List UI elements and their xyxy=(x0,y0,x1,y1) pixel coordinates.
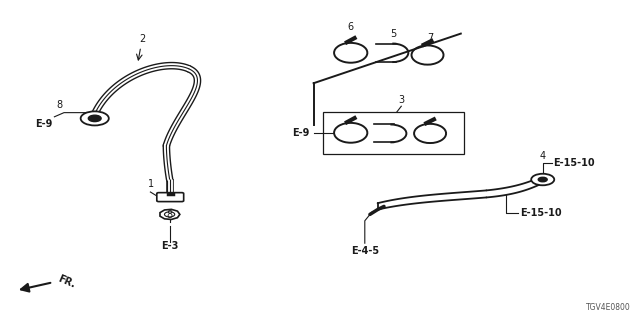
Text: TGV4E0800: TGV4E0800 xyxy=(586,303,630,312)
Text: 6: 6 xyxy=(348,22,354,32)
Text: 2: 2 xyxy=(139,34,145,44)
Bar xyxy=(323,112,464,154)
Text: FR.: FR. xyxy=(56,274,77,290)
Circle shape xyxy=(538,177,547,182)
Text: E-15-10: E-15-10 xyxy=(554,158,595,168)
Text: E-9: E-9 xyxy=(292,128,309,138)
Circle shape xyxy=(88,115,101,122)
Text: 4: 4 xyxy=(540,151,546,161)
Circle shape xyxy=(81,111,109,125)
Text: 3: 3 xyxy=(398,95,404,105)
Text: E-3: E-3 xyxy=(161,241,179,252)
Text: 7: 7 xyxy=(427,33,433,43)
Text: 8: 8 xyxy=(166,210,173,220)
Text: E-15-10: E-15-10 xyxy=(520,208,561,218)
Circle shape xyxy=(531,174,554,185)
Text: 5: 5 xyxy=(390,29,397,39)
Text: 1: 1 xyxy=(148,180,154,189)
Text: E-9: E-9 xyxy=(35,119,52,129)
FancyBboxPatch shape xyxy=(157,193,184,202)
Text: E-4-5: E-4-5 xyxy=(351,246,379,256)
Text: 8: 8 xyxy=(56,100,63,110)
